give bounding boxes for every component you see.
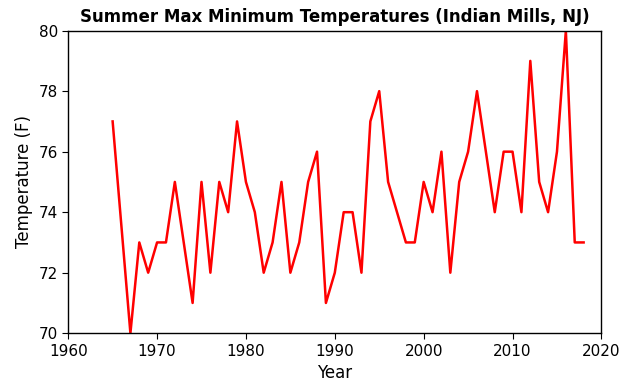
Y-axis label: Temperature (F): Temperature (F) [15, 115, 33, 249]
X-axis label: Year: Year [317, 364, 352, 382]
Title: Summer Max Minimum Temperatures (Indian Mills, NJ): Summer Max Minimum Temperatures (Indian … [80, 8, 590, 26]
